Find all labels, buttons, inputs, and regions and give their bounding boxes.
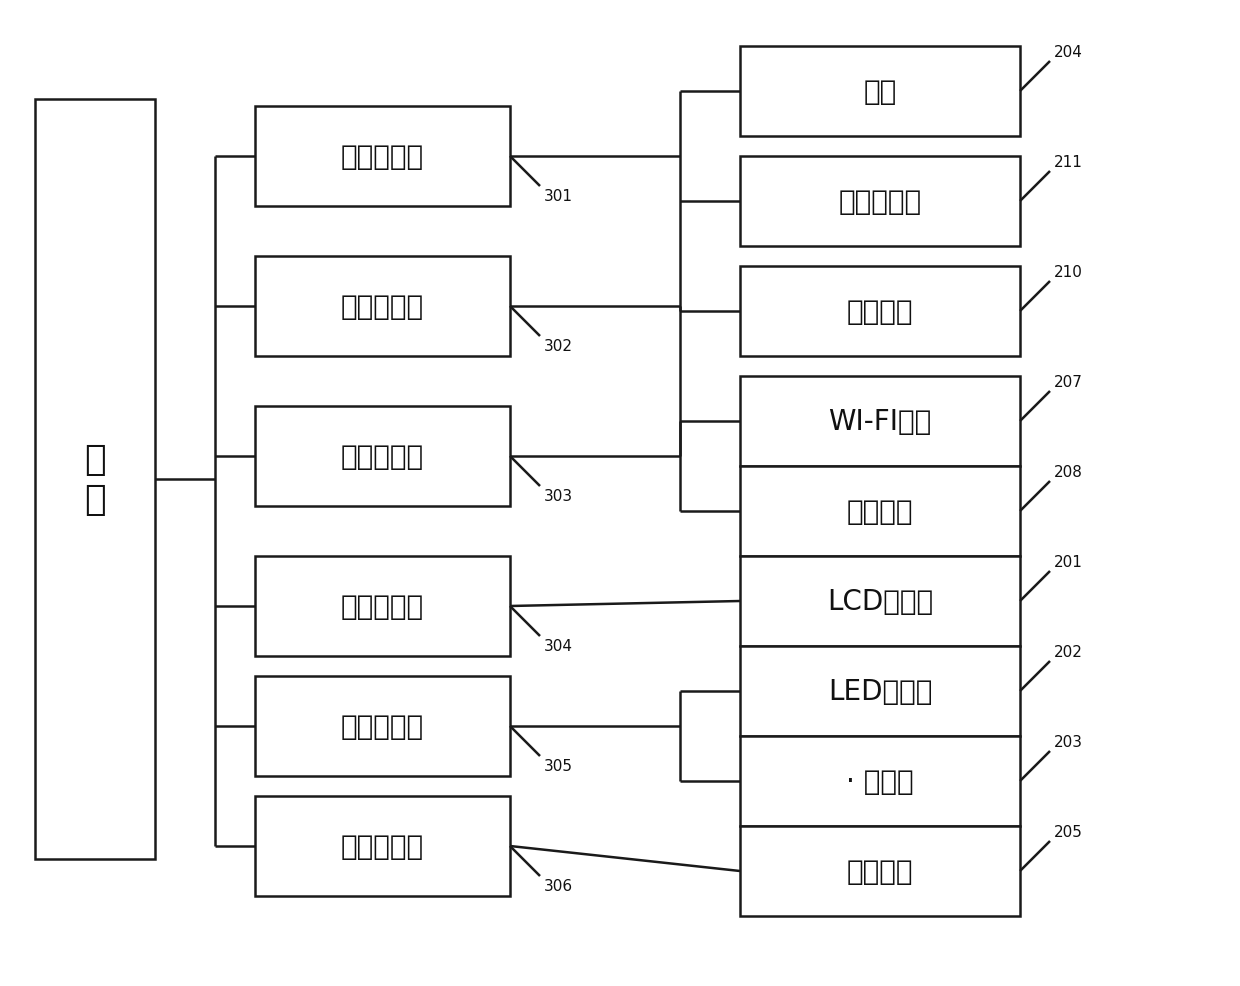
Text: 201: 201 bbox=[1054, 554, 1083, 570]
Text: 302: 302 bbox=[544, 338, 573, 354]
Text: 306: 306 bbox=[544, 879, 573, 893]
Bar bbox=[740, 47, 1021, 137]
Text: 通信子系统: 通信子系统 bbox=[341, 443, 424, 470]
Bar bbox=[740, 267, 1021, 357]
Bar bbox=[740, 647, 1021, 737]
Bar bbox=[255, 796, 510, 896]
Bar bbox=[255, 106, 510, 207]
Bar bbox=[740, 556, 1021, 647]
Text: 301: 301 bbox=[544, 188, 573, 204]
Text: 采集子系统: 采集子系统 bbox=[341, 143, 424, 171]
Text: 运动检测: 运动检测 bbox=[847, 298, 913, 325]
Text: 存储子系统: 存储子系统 bbox=[341, 832, 424, 860]
Bar bbox=[740, 466, 1021, 556]
Text: 210: 210 bbox=[1054, 264, 1083, 280]
Text: 211: 211 bbox=[1054, 155, 1083, 170]
Text: 207: 207 bbox=[1054, 375, 1083, 389]
Text: 205: 205 bbox=[1054, 824, 1083, 839]
Text: 定位子系统: 定位子系统 bbox=[341, 293, 424, 320]
Text: 存储芯片: 存储芯片 bbox=[847, 857, 913, 885]
Bar bbox=[740, 377, 1021, 466]
Text: 按键: 按键 bbox=[863, 78, 897, 106]
Bar bbox=[255, 406, 510, 507]
Text: 系
统: 系 统 bbox=[84, 443, 105, 517]
Text: 显示子系统: 显示子系统 bbox=[341, 593, 424, 620]
Text: 202: 202 bbox=[1054, 644, 1083, 660]
Bar bbox=[255, 556, 510, 657]
Bar bbox=[740, 826, 1021, 916]
Text: 303: 303 bbox=[544, 488, 573, 504]
Text: 温度传感器: 温度传感器 bbox=[838, 187, 921, 216]
Text: 204: 204 bbox=[1054, 45, 1083, 60]
Text: 208: 208 bbox=[1054, 464, 1083, 479]
Text: 203: 203 bbox=[1054, 735, 1083, 749]
Text: 控制子系统: 控制子系统 bbox=[341, 712, 424, 740]
Bar bbox=[740, 737, 1021, 826]
Text: 串口通信: 串口通信 bbox=[847, 498, 913, 526]
Text: LCD显示屏: LCD显示屏 bbox=[827, 588, 932, 615]
Bar bbox=[255, 676, 510, 776]
Text: LED指示灯: LED指示灯 bbox=[828, 677, 932, 705]
Bar bbox=[35, 100, 155, 859]
Text: · 蜂鸣器: · 蜂鸣器 bbox=[846, 767, 914, 795]
Bar bbox=[255, 256, 510, 357]
Text: WI-FI通信: WI-FI通信 bbox=[828, 407, 931, 436]
Text: 304: 304 bbox=[544, 638, 573, 654]
Bar bbox=[740, 157, 1021, 246]
Text: 305: 305 bbox=[544, 758, 573, 773]
